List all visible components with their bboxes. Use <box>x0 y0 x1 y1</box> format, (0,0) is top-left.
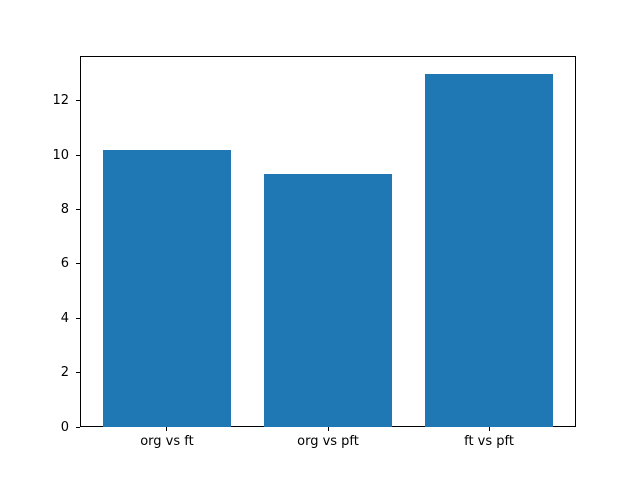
bar-org-vs-ft <box>102 149 232 427</box>
y-tick-mark <box>76 209 80 211</box>
y-tick-mark <box>76 372 80 374</box>
y-tick-mark <box>76 100 80 102</box>
y-tick-label: 12 <box>52 93 69 109</box>
y-tick-mark <box>76 154 80 156</box>
plot-area <box>80 56 576 427</box>
x-tick-mark <box>327 427 329 431</box>
x-tick-label: org vs ft <box>140 434 194 449</box>
y-tick-label: 6 <box>60 256 69 272</box>
y-tick-mark <box>76 317 80 319</box>
x-tick-mark <box>488 427 490 431</box>
y-tick-mark <box>76 426 80 428</box>
x-tick-label: ft vs pft <box>464 434 514 449</box>
bar-ft-vs-pft <box>424 73 554 427</box>
y-tick-label: 2 <box>60 365 69 381</box>
y-tick-label: 4 <box>60 310 69 326</box>
y-tick-label: 8 <box>60 202 69 218</box>
y-tick-label: 0 <box>60 419 69 435</box>
x-tick-label: org vs pft <box>297 434 359 449</box>
x-tick-mark <box>166 427 168 431</box>
y-tick-label: 10 <box>52 147 69 163</box>
bar-org-vs-pft <box>263 174 393 427</box>
y-tick-mark <box>76 263 80 265</box>
